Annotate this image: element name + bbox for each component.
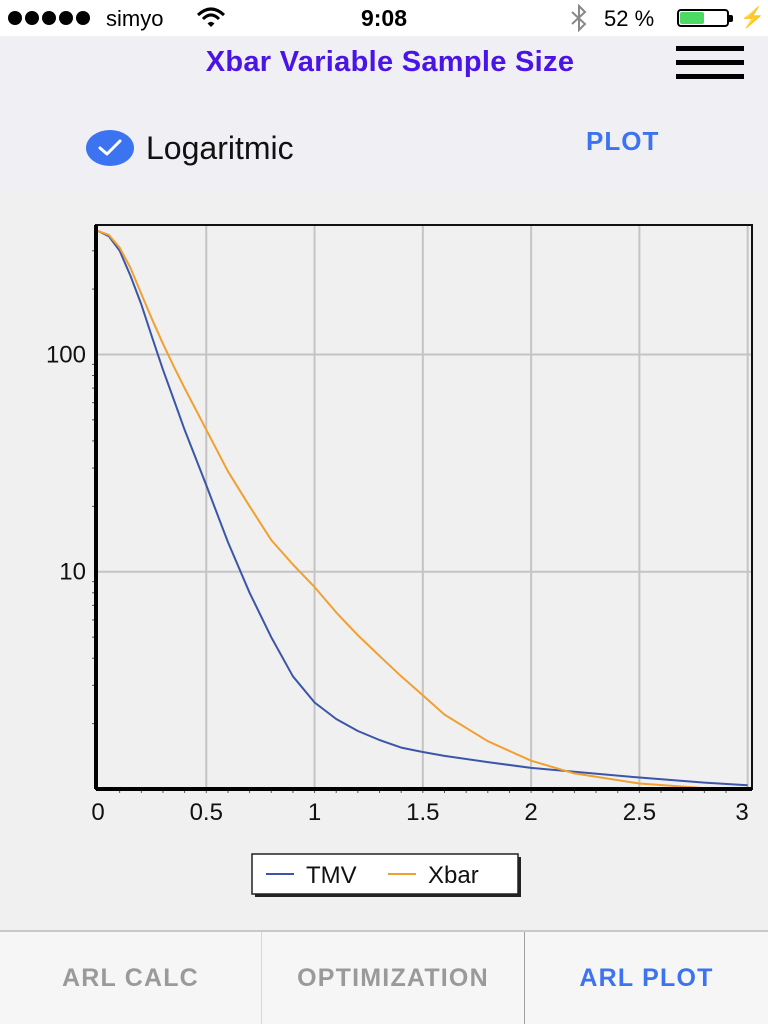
tab-arl-plot[interactable]: ARL PLOT	[579, 963, 714, 992]
header: Xbar Variable Sample Size Logaritmic PLO…	[0, 36, 768, 192]
page-title: Xbar Variable Sample Size	[205, 46, 575, 78]
checkbox-checked-icon[interactable]	[86, 130, 134, 166]
legend-label-xbar: Xbar	[428, 862, 479, 889]
carrier-name: simyo	[106, 6, 164, 31]
x-tick-label: 0.5	[190, 799, 223, 826]
legend-box	[251, 853, 519, 895]
arl-chart: 0 0.5 1 1.5 2 2.5 3 10 100 TMV Xbar	[0, 192, 768, 930]
x-tick-label: 1	[308, 799, 321, 826]
signal-dots-icon	[8, 11, 90, 25]
tab-arl-calc[interactable]: ARL CALC	[0, 932, 262, 1024]
status-bar: simyo 9:08 52 % ⚡	[0, 0, 768, 36]
charging-bolt-icon: ⚡	[740, 7, 765, 29]
arl-chart-svg: 0 0.5 1 1.5 2 2.5 3 10 100 TMV Xbar	[46, 224, 753, 897]
tab-optimization[interactable]: OPTIMIZATION	[262, 932, 525, 1024]
tab-bar: ARL CALC OPTIMIZATION ARL PLOT	[0, 930, 768, 1024]
x-tick-label: 3	[735, 799, 748, 826]
series-line-xbar	[97, 230, 748, 790]
x-tick-label: 2.5	[623, 799, 656, 826]
logarithmic-label: Logaritmic	[146, 130, 294, 166]
hamburger-menu-icon[interactable]	[676, 46, 744, 84]
clock: 9:08	[360, 5, 408, 31]
battery-icon	[677, 9, 733, 27]
bluetooth-icon	[568, 3, 590, 38]
legend-label-tmv: TMV	[306, 862, 357, 889]
x-tick-label: 1.5	[406, 799, 439, 826]
x-tick-label: 0	[91, 799, 104, 826]
y-tick-label: 100	[46, 341, 86, 368]
battery-percent: 52 %	[604, 6, 655, 31]
y-tick-label: 10	[59, 559, 86, 586]
plot-background	[96, 225, 752, 789]
series-line-tmv	[97, 230, 748, 787]
wifi-icon	[196, 6, 226, 36]
plot-button[interactable]: PLOT	[586, 126, 660, 156]
x-tick-label: 2	[524, 799, 537, 826]
